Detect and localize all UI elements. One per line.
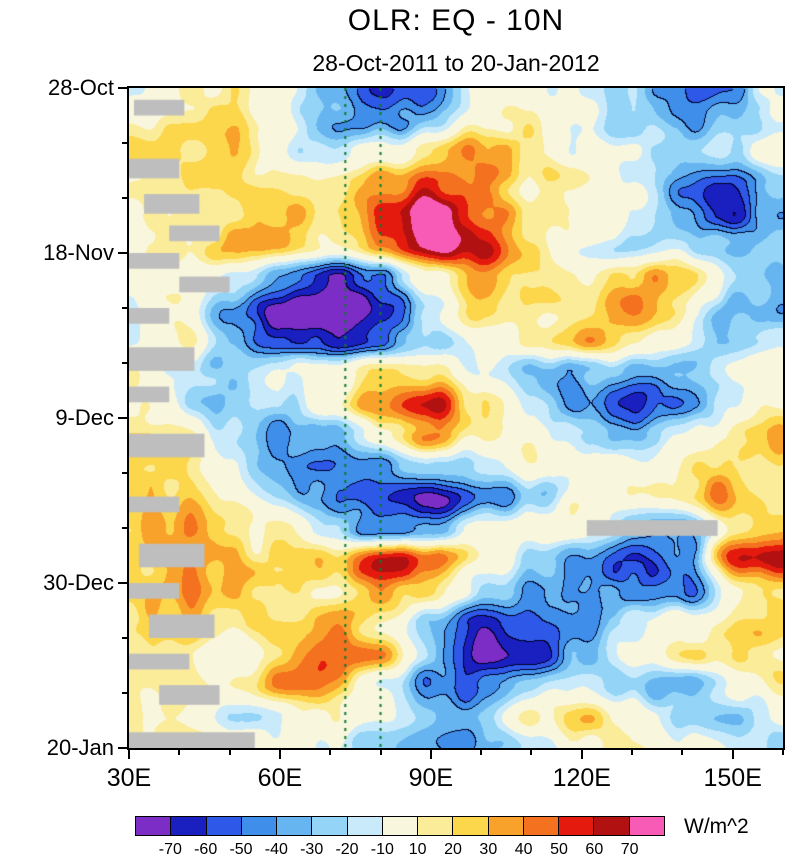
colorbar-segment <box>558 816 595 836</box>
colorbar-segment <box>593 816 630 836</box>
x-major-tick <box>429 750 432 759</box>
colorbar-segment <box>240 816 278 836</box>
y-minor-tick <box>122 637 127 639</box>
y-tick-label: 20-Jan <box>46 735 114 760</box>
colorbar-tick-label: -40 <box>264 841 288 858</box>
colorbar-tick-label: 30 <box>479 841 498 858</box>
x-tick-label: 60E <box>257 764 303 792</box>
colorbar-tick-label: -30 <box>300 841 324 858</box>
y-minor-tick <box>122 307 127 309</box>
x-minor-tick <box>228 750 231 755</box>
x-major-tick <box>278 750 281 759</box>
x-tick-label: 150E <box>703 764 762 792</box>
colorbar-tick-label: -10 <box>370 841 394 858</box>
y-minor-tick <box>122 142 127 144</box>
y-minor-tick <box>122 527 127 529</box>
x-minor-tick <box>379 750 382 755</box>
y-major-tick <box>118 582 127 584</box>
y-major-tick <box>118 747 127 749</box>
colorbar <box>135 816 665 836</box>
y-tick-label: 28-Oct <box>47 75 114 100</box>
colorbar-segment <box>135 816 172 836</box>
y-tick-label: 18-Nov <box>43 240 114 265</box>
y-minor-tick <box>122 197 127 199</box>
x-minor-tick <box>480 750 483 755</box>
x-minor-tick <box>782 750 784 755</box>
y-major-tick <box>118 87 127 89</box>
y-major-tick <box>118 252 127 254</box>
colorbar-tick-label: 40 <box>514 841 533 858</box>
colorbar-segment <box>346 816 383 836</box>
y-major-tick <box>118 417 127 419</box>
colorbar-segment <box>170 816 207 836</box>
colorbar-tick-label: 10 <box>408 841 427 858</box>
x-tick-label: 90E <box>408 764 454 792</box>
colorbar-tick-label: -70 <box>158 841 182 858</box>
colorbar-segment <box>452 816 489 836</box>
x-major-tick <box>128 750 130 759</box>
x-minor-tick <box>530 750 533 755</box>
colorbar-segment <box>276 816 313 836</box>
plot-area <box>127 86 785 750</box>
x-tick-label: 30E <box>106 764 152 792</box>
y-tick-label: 30-Dec <box>43 570 114 595</box>
heatmap-canvas <box>129 88 783 748</box>
colorbar-segment <box>417 816 454 836</box>
y-minor-tick <box>122 362 127 364</box>
colorbar-segment <box>522 816 560 836</box>
x-minor-tick <box>631 750 634 755</box>
colorbar-tick-label: 60 <box>585 841 604 858</box>
colorbar-tick-label: 20 <box>444 841 462 858</box>
chart-subtitle: 28-Oct-2011 to 20-Jan-2012 <box>312 50 600 76</box>
colorbar-segment <box>487 816 524 836</box>
x-minor-tick <box>178 750 181 755</box>
colorbar-segment <box>311 816 348 836</box>
x-minor-tick <box>329 750 332 755</box>
y-minor-tick <box>122 472 127 474</box>
x-tick-label: 120E <box>552 764 611 792</box>
colorbar-tick-label: -20 <box>335 841 359 858</box>
colorbar-units-label: W/m^2 <box>684 815 749 838</box>
colorbar-tick-label: -60 <box>194 841 218 858</box>
x-minor-tick <box>681 750 684 755</box>
x-major-tick <box>580 750 583 759</box>
colorbar-segment <box>205 816 242 836</box>
x-major-tick <box>731 750 734 759</box>
y-tick-label: 9-Dec <box>55 405 114 430</box>
colorbar-tick-label: 70 <box>620 841 639 858</box>
chart-title: OLR: EQ - 10N <box>347 4 565 37</box>
colorbar-segment <box>628 816 665 836</box>
colorbar-tick-label: 50 <box>550 841 568 858</box>
colorbar-tick-label: -50 <box>229 841 253 858</box>
colorbar-segment <box>381 816 419 836</box>
y-minor-tick <box>122 692 127 694</box>
